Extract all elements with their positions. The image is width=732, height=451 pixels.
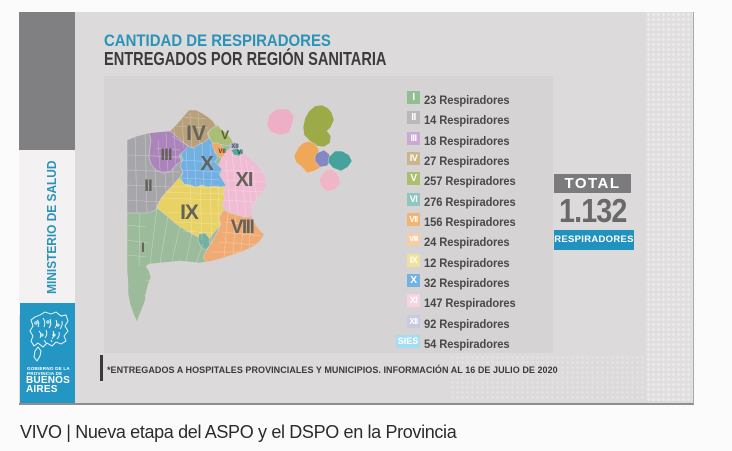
- svg-text:VI: VI: [237, 150, 243, 156]
- svg-text:V: V: [221, 128, 229, 142]
- svg-text:I: I: [141, 239, 145, 255]
- svg-text:VII: VII: [218, 149, 226, 155]
- svg-text:XII: XII: [231, 144, 239, 150]
- svg-text:III: III: [160, 145, 171, 164]
- svg-text:VIII: VIII: [231, 217, 255, 238]
- svg-text:IX: IX: [180, 201, 199, 224]
- svg-text:IV: IV: [186, 122, 206, 145]
- svg-text:XI: XI: [236, 169, 253, 191]
- svg-text:X: X: [200, 153, 214, 175]
- svg-text:II: II: [144, 176, 152, 195]
